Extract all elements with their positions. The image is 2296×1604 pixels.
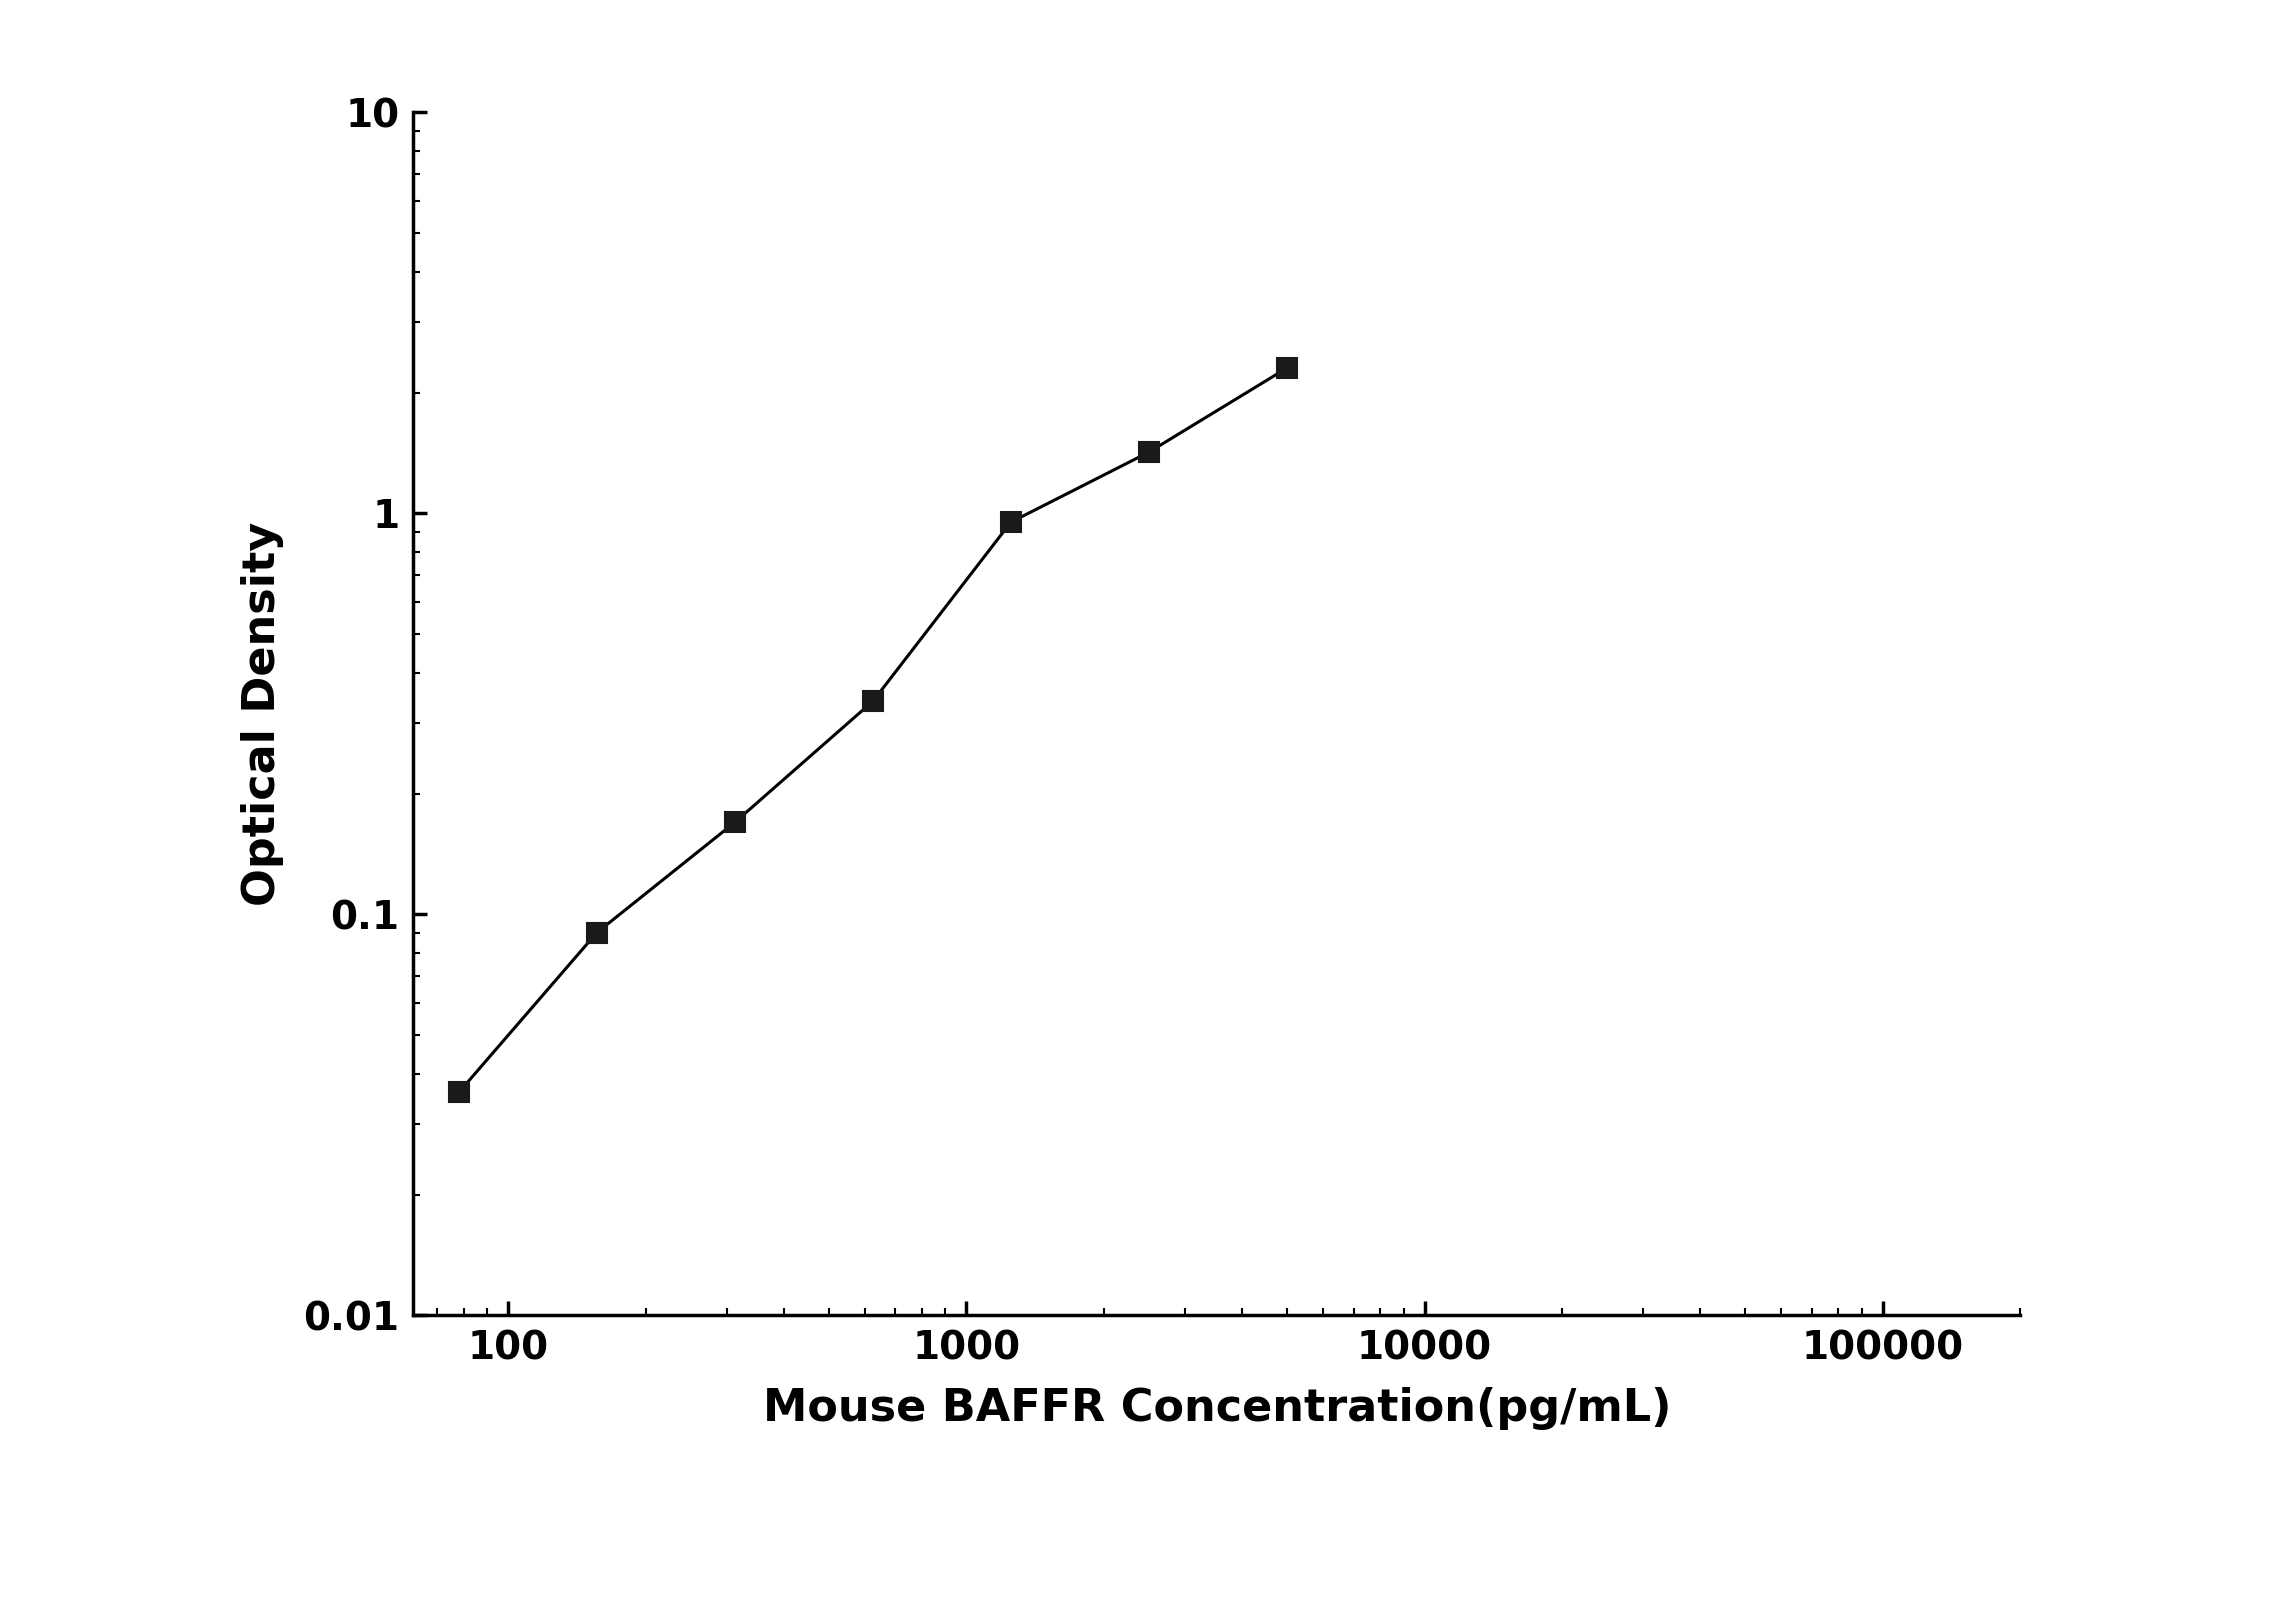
X-axis label: Mouse BAFFR Concentration(pg/mL): Mouse BAFFR Concentration(pg/mL)	[762, 1386, 1671, 1429]
Y-axis label: Optical Density: Optical Density	[241, 521, 285, 906]
